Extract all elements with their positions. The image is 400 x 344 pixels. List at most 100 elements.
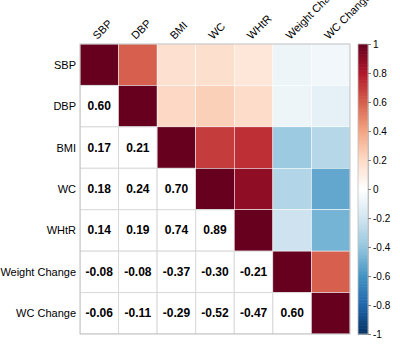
colorbar-tick: -0.4 (368, 242, 391, 253)
row-label: WHtR (47, 224, 76, 236)
colorbar-tick-mark (368, 131, 371, 132)
colorbar-tick-label: 0 (373, 184, 379, 195)
row-label: WC Change (16, 307, 76, 319)
heat-cell (234, 44, 273, 85)
colorbar-tick-label: 0.8 (373, 68, 387, 79)
colorbar-tick-label: -1 (373, 329, 382, 340)
colorbar-tick-mark (368, 305, 371, 306)
heat-cell (234, 127, 273, 168)
column-label: DBP (129, 17, 153, 41)
number-cell (196, 251, 235, 292)
number-cell (196, 293, 235, 334)
colorbar-tick-label: 0.2 (373, 155, 387, 166)
colorbar-tick: 0.4 (368, 126, 387, 137)
value-label: 0.60 (88, 99, 112, 113)
colorbar-tick-mark (368, 334, 371, 335)
colorbar-tick-label: -0.4 (373, 242, 391, 253)
heat-cell (311, 293, 350, 334)
value-label: 0.19 (126, 223, 150, 237)
colorbar-tick-label: -0.6 (373, 271, 391, 282)
heat-cell (273, 85, 312, 126)
value-label: 0.74 (165, 223, 189, 237)
heat-cell (119, 85, 158, 126)
colorbar-tick: -1 (368, 329, 382, 340)
heat-cell (311, 251, 350, 292)
column-label: WHtR (245, 12, 274, 41)
cells (80, 44, 350, 334)
heat-cell (119, 44, 158, 85)
value-label: -0.29 (163, 306, 191, 320)
chart: 0.600.170.210.180.240.700.140.190.740.89… (0, 0, 400, 344)
heat-cell (311, 210, 350, 251)
colorbar-tick-mark (368, 189, 371, 190)
colorbar-frame (358, 44, 368, 334)
colorbar-tick-mark (368, 102, 371, 103)
value-label: 0.24 (126, 182, 150, 196)
number-cell (234, 251, 273, 292)
value-label: 0.60 (280, 306, 304, 320)
heat-cell (234, 85, 273, 126)
colorbar-tick-mark (368, 44, 371, 45)
colorbar-tick: 0.6 (368, 97, 387, 108)
value-label: 0.17 (88, 141, 112, 155)
heat-cell (196, 44, 235, 85)
colorbar-tick: -0.6 (368, 271, 391, 282)
heat-cell (157, 44, 196, 85)
colorbar-tick-mark (368, 73, 371, 74)
column-label: WC Change (322, 0, 373, 41)
heat-cell (311, 44, 350, 85)
heat-cell (273, 251, 312, 292)
number-cell (157, 293, 196, 334)
heat-cell (157, 85, 196, 126)
colorbar-tick-label: -0.8 (373, 300, 391, 311)
colorbar-tick-label: 1 (373, 39, 379, 50)
row-label: SBP (54, 59, 76, 71)
colorbar-tick: 1 (368, 39, 379, 50)
number-cell (157, 251, 196, 292)
number-cell (80, 251, 119, 292)
plot-frame (80, 44, 350, 334)
number-cell (119, 210, 158, 251)
heat-cell (234, 210, 273, 251)
heat-cell (311, 127, 350, 168)
number-cell (234, 293, 273, 334)
value-label: -0.11 (125, 306, 152, 320)
colorbar-tick-label: 0.6 (373, 97, 387, 108)
colorbar-tick: 0.2 (368, 155, 387, 166)
number-cell (157, 210, 196, 251)
colorbar-tick: 0 (368, 184, 379, 195)
colorbar-tick-label: 0.4 (373, 126, 387, 137)
number-cell (157, 168, 196, 209)
heat-cell (273, 210, 312, 251)
heat-cell (311, 168, 350, 209)
row-labels: SBPDBPBMIWCWHtRWeight ChangeWC Change (0, 59, 76, 320)
heat-cell (196, 85, 235, 126)
colorbar-tick-label: -0.2 (373, 213, 391, 224)
heat-cell (273, 168, 312, 209)
colorbar-tick-mark (368, 160, 371, 161)
heat-cell (273, 127, 312, 168)
number-cell (273, 293, 312, 334)
colorbar-tick: -0.8 (368, 300, 391, 311)
value-label: 0.14 (88, 223, 112, 237)
column-label: WC (206, 20, 227, 41)
colorbar-axis: -1 -0.8 -0.6 -0.4 -0.2 0 0.2 0.4 0.6 0.8 1 (368, 39, 391, 340)
colorbar-tick: -0.2 (368, 213, 391, 224)
number-cell (80, 127, 119, 168)
heat-cell (234, 168, 273, 209)
value-label: -0.37 (163, 265, 191, 279)
number-cell (119, 127, 158, 168)
value-label: 0.70 (165, 182, 189, 196)
column-labels: SBPDBPBMIWCWHtRWeight ChangeWC Change (90, 0, 372, 41)
number-cell (80, 293, 119, 334)
value-label: -0.47 (240, 306, 268, 320)
number-cell (119, 251, 158, 292)
value-label: -0.06 (86, 306, 114, 320)
value-label: -0.08 (124, 265, 152, 279)
row-label: BMI (56, 142, 76, 154)
heat-cell (196, 127, 235, 168)
number-cell (80, 168, 119, 209)
value-label: -0.30 (201, 265, 229, 279)
heat-cell (311, 85, 350, 126)
heat-cell (157, 127, 196, 168)
